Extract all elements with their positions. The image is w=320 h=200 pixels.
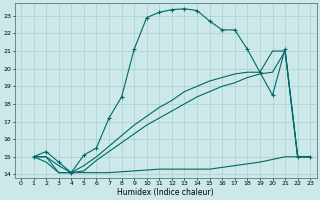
X-axis label: Humidex (Indice chaleur): Humidex (Indice chaleur) xyxy=(117,188,214,197)
